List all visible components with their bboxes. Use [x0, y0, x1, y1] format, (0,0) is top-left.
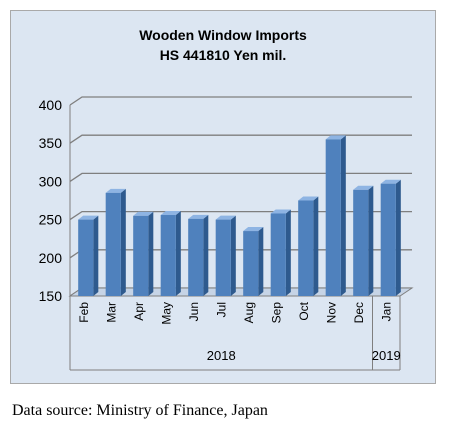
- x-tick-label: Aug: [242, 302, 256, 323]
- bar-side: [313, 196, 319, 296]
- bar-oct: [298, 196, 319, 296]
- bar-top: [105, 188, 126, 193]
- year-label: 2018: [207, 348, 236, 363]
- bar-front: [380, 183, 396, 296]
- x-tick-label: Apr: [132, 302, 146, 321]
- bar-top: [298, 196, 319, 201]
- gridline: [69, 96, 412, 106]
- x-tick-label: Sep: [269, 302, 283, 324]
- y-tick-label: 300: [39, 173, 63, 189]
- bar-top: [188, 214, 209, 219]
- bar-side: [93, 215, 99, 296]
- bar-side: [285, 209, 291, 296]
- y-tick-label: 150: [39, 288, 63, 304]
- bar-jul: [215, 215, 236, 296]
- x-tick-label: Jun: [187, 302, 201, 321]
- bar-front: [325, 139, 341, 296]
- bar-side: [230, 215, 236, 296]
- bar-front: [78, 219, 94, 296]
- bar-mar: [105, 188, 126, 296]
- bar-side: [340, 135, 346, 296]
- gridline: [69, 172, 412, 182]
- y-tick-label: 200: [39, 250, 63, 266]
- bar-side: [258, 227, 264, 296]
- x-tick-label: Oct: [297, 301, 311, 320]
- data-source-caption: Data source: Ministry of Finance, Japan: [12, 402, 268, 419]
- x-tick-label: Nov: [324, 302, 338, 323]
- bar-top: [270, 209, 291, 214]
- bar-top: [243, 227, 264, 232]
- bar-front: [243, 231, 259, 296]
- bar-feb: [78, 215, 99, 296]
- y-tick-label: 250: [39, 212, 63, 228]
- bar-top: [215, 215, 236, 220]
- bar-top: [325, 135, 346, 140]
- y-axis-ticks: 150 200 250 300 350 400: [39, 97, 63, 304]
- x-tick-label: Dec: [352, 302, 366, 323]
- bar-may: [160, 211, 181, 296]
- bar-side: [148, 211, 154, 296]
- bar-aug: [243, 227, 264, 296]
- x-tick-label: Jul: [214, 302, 228, 317]
- bar-front: [270, 213, 286, 296]
- year-label: 2019: [372, 348, 401, 363]
- bar-front: [105, 192, 121, 296]
- bar-front: [215, 219, 231, 296]
- bar-front: [188, 218, 204, 296]
- bar-jun: [188, 214, 209, 296]
- x-tick-label: May: [159, 302, 173, 325]
- bar-sep: [270, 209, 291, 296]
- bar-side: [395, 179, 401, 296]
- chart-title: Wooden Window Imports: [139, 27, 307, 43]
- bar-side: [203, 214, 209, 296]
- bar-side: [368, 185, 374, 296]
- y-tick-label: 350: [39, 135, 63, 151]
- bar-side: [120, 188, 126, 296]
- bar-top: [380, 179, 401, 184]
- bars: [78, 135, 401, 296]
- bar-jan: [380, 179, 401, 296]
- bar-front: [160, 215, 176, 296]
- bar-apr: [133, 211, 154, 296]
- bar-top: [133, 211, 154, 216]
- bar-top: [78, 215, 99, 220]
- bar-top: [160, 211, 181, 216]
- bar-front: [353, 189, 369, 296]
- bar-front: [133, 215, 149, 296]
- category-table: Feb Mar Apr May Jun Jul Aug Sep Oct Nov Dec Jan 2018…: [69, 296, 401, 371]
- chart-subtitle: HS 441810 Yen mil.: [160, 47, 287, 63]
- x-tick-label: Jan: [379, 302, 393, 321]
- bar-dec: [353, 185, 374, 296]
- bar-front: [298, 200, 314, 296]
- bar-side: [175, 211, 181, 296]
- y-tick-label: 400: [39, 97, 63, 113]
- bar-nov: [325, 135, 346, 296]
- x-tick-label: Feb: [77, 302, 91, 323]
- gridline: [69, 134, 412, 144]
- x-tick-label: Mar: [104, 302, 118, 323]
- bar-top: [353, 185, 374, 190]
